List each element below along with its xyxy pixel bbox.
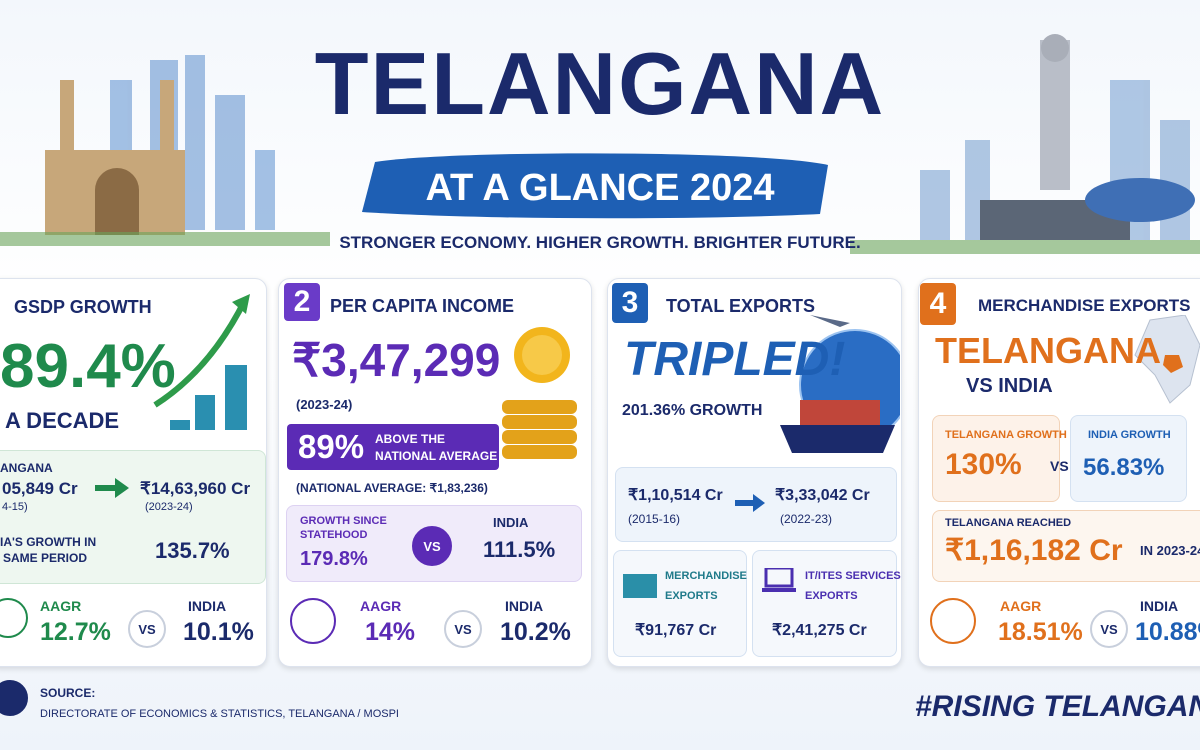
to-value: ₹14,63,960 Cr	[140, 479, 251, 498]
headline: TELANGANA	[935, 330, 1161, 371]
telangana-label: TELANGANA GROWTH	[945, 429, 1067, 441]
growth: 201.36% GROWTH	[622, 402, 763, 419]
from-period: (2015-16)	[628, 512, 681, 526]
compare-value: 135.7%	[155, 538, 230, 563]
banner-brush	[362, 153, 828, 219]
from-value: 05,849 Cr	[2, 479, 78, 498]
source-label: SOURCE:	[40, 686, 96, 700]
vs: VS	[412, 526, 452, 566]
compare-label: SAME PERIOD	[3, 551, 88, 565]
aagr-label: AAGR	[1000, 598, 1042, 614]
card-heading: GSDP GROWTH	[14, 297, 152, 317]
telangana-value: 130%	[945, 448, 1022, 481]
arrow	[95, 478, 129, 498]
card-heading: PER CAPITA INCOME	[330, 296, 515, 316]
india-value: 56.83%	[1083, 454, 1165, 481]
compare-label: IA'S GROWTH IN	[0, 535, 97, 549]
reached-label: TELANGANA REACHED	[945, 517, 1072, 529]
split-value: ₹2,41,275 Cr	[772, 622, 867, 639]
india-box	[1070, 415, 1187, 502]
period: (2023-24)	[296, 397, 353, 412]
india-label: INDIA	[1140, 598, 1179, 614]
container-icon	[623, 574, 657, 598]
aagr-label: AAGR	[40, 598, 82, 614]
reached-box	[932, 510, 1200, 582]
vs: VS	[1050, 458, 1069, 474]
title: TELANGANA	[314, 34, 886, 133]
highlight-brush	[287, 424, 499, 470]
national-average: (NATIONAL AVERAGE: ₹1,83,236)	[296, 481, 488, 495]
card-heading: MERCHANDISE EXPORTS	[978, 296, 1191, 315]
india-value: 10.88%	[1135, 618, 1200, 646]
split-box	[752, 550, 897, 657]
to-period: (2023-24)	[145, 501, 193, 513]
to-value: ₹3,33,042 Cr	[775, 487, 870, 504]
source: DIRECTORATE OF ECONOMICS & STATISTICS, T…	[40, 708, 399, 720]
from-value: ₹1,10,514 Cr	[628, 487, 723, 504]
split-label: IT/ITES SERVICES	[805, 570, 901, 582]
card-heading: TOTAL EXPORTS	[666, 296, 816, 316]
from-period: 4-15)	[2, 501, 28, 513]
india-value: 10.2%	[500, 618, 571, 646]
reached-value: ₹1,16,182 Cr	[945, 534, 1123, 567]
tagline: STRONGER ECONOMY. HIGHER GROWTH. BRIGHTE…	[339, 233, 861, 252]
vs: VS	[444, 610, 482, 648]
skyline-decor	[0, 34, 1200, 254]
growth-icon	[153, 294, 250, 430]
split-label: EXPORTS	[665, 590, 718, 602]
split-label: MERCHANDISE	[665, 570, 747, 582]
split-value: ₹91,767 Cr	[635, 622, 717, 639]
since-label: STATEHOOD	[300, 529, 368, 541]
india-label: INDIA	[188, 598, 227, 614]
highlight-value: 89%	[298, 428, 365, 465]
india-value: 10.1%	[183, 618, 254, 646]
india-label: INDIA	[493, 515, 529, 530]
globe-ship-icon	[780, 315, 900, 453]
headline: 89.4%	[0, 332, 176, 401]
aagr-label: AAGR	[360, 598, 402, 614]
aagr-value: 14%	[365, 618, 416, 646]
vs: VS	[1090, 610, 1128, 648]
vs: VS	[128, 610, 166, 648]
card-number: 4	[920, 283, 956, 325]
subtitle: AT A GLANCE 2024	[425, 167, 775, 209]
subhead: VS INDIA	[966, 375, 1053, 397]
split-box	[613, 550, 747, 657]
since-value: 179.8%	[300, 548, 368, 570]
coins-icon	[502, 327, 577, 459]
split-label: EXPORTS	[805, 590, 858, 602]
from-label: ANGANA	[0, 461, 53, 475]
source-icon	[0, 680, 28, 716]
india-value: 111.5%	[483, 537, 556, 562]
headline: TRIPLED!	[624, 333, 846, 386]
aagr-value: 18.51%	[998, 618, 1083, 646]
highlight-text: NATIONAL AVERAGE	[375, 449, 498, 463]
note: A DECADE	[5, 408, 120, 433]
aagr-icon	[290, 598, 336, 644]
highlight-text: ABOVE THE	[375, 432, 446, 446]
reached-period: IN 2023-24	[1140, 543, 1200, 558]
aagr-icon	[930, 598, 976, 644]
since-label: GROWTH SINCE	[300, 515, 387, 527]
india-label: INDIA GROWTH	[1088, 429, 1171, 441]
map-icon	[1134, 315, 1200, 404]
india-label: INDIA	[505, 598, 544, 614]
hashtag: #RISING TELANGANA	[915, 690, 1200, 723]
headline: ₹3,47,299	[292, 334, 501, 386]
aagr-value: 12.7%	[40, 618, 111, 646]
arrow	[735, 494, 765, 512]
to-period: (2022-23)	[780, 512, 833, 526]
card-number: 2	[284, 283, 320, 321]
compare-box	[0, 450, 266, 584]
laptop-icon	[762, 568, 796, 592]
telangana-box	[932, 415, 1060, 502]
card-number: 3	[612, 283, 648, 323]
